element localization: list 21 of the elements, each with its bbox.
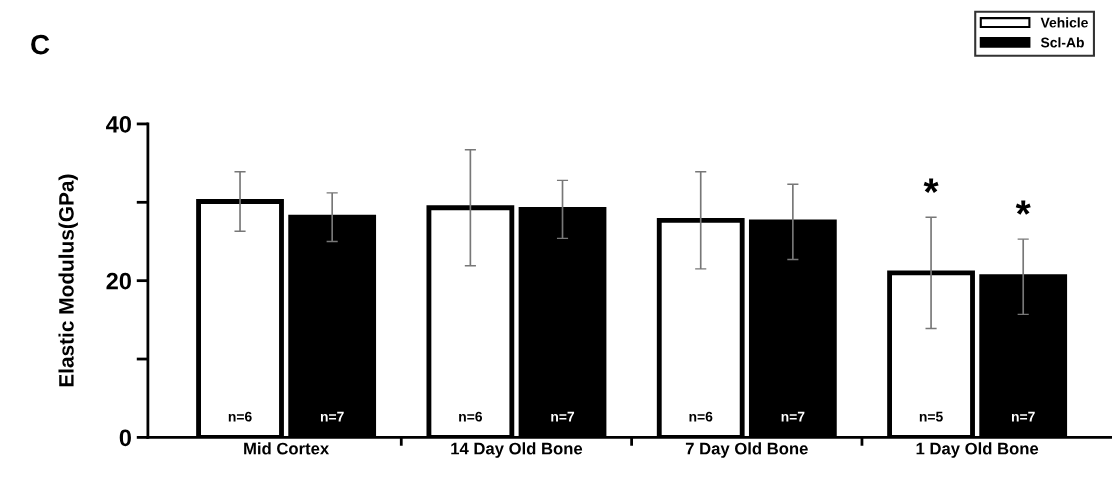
annotation: n=6: [228, 411, 252, 422]
x-tick-label: 7 Day Old Bone: [685, 442, 808, 458]
annotation: *: [923, 178, 939, 193]
annotation: n=5: [919, 411, 943, 422]
annotation: n=7: [1011, 411, 1035, 422]
annotation: n=7: [320, 411, 344, 422]
annotation: n=7: [781, 411, 805, 422]
x-tick-label: 14 Day Old Bone: [451, 442, 583, 458]
chart-title: C: [31, 34, 50, 55]
annotation: n=7: [551, 411, 575, 422]
annotation: *: [1015, 200, 1031, 215]
x-tick-label: 1 Day Old Bone: [916, 442, 1039, 458]
y-tick-label: 0: [119, 429, 131, 447]
legend-label: Vehicle: [1040, 17, 1088, 28]
x-tick-label: Mid Cortex: [244, 442, 330, 455]
y-tick-label: 40: [106, 116, 131, 133]
y-axis-title: Elastic Modulus(GPa): [58, 174, 78, 387]
annotation: n=6: [459, 411, 483, 422]
legend-label: Scl-Ab: [1040, 37, 1084, 48]
y-tick-label: 20: [106, 272, 131, 290]
annotation: n=6: [689, 411, 713, 422]
